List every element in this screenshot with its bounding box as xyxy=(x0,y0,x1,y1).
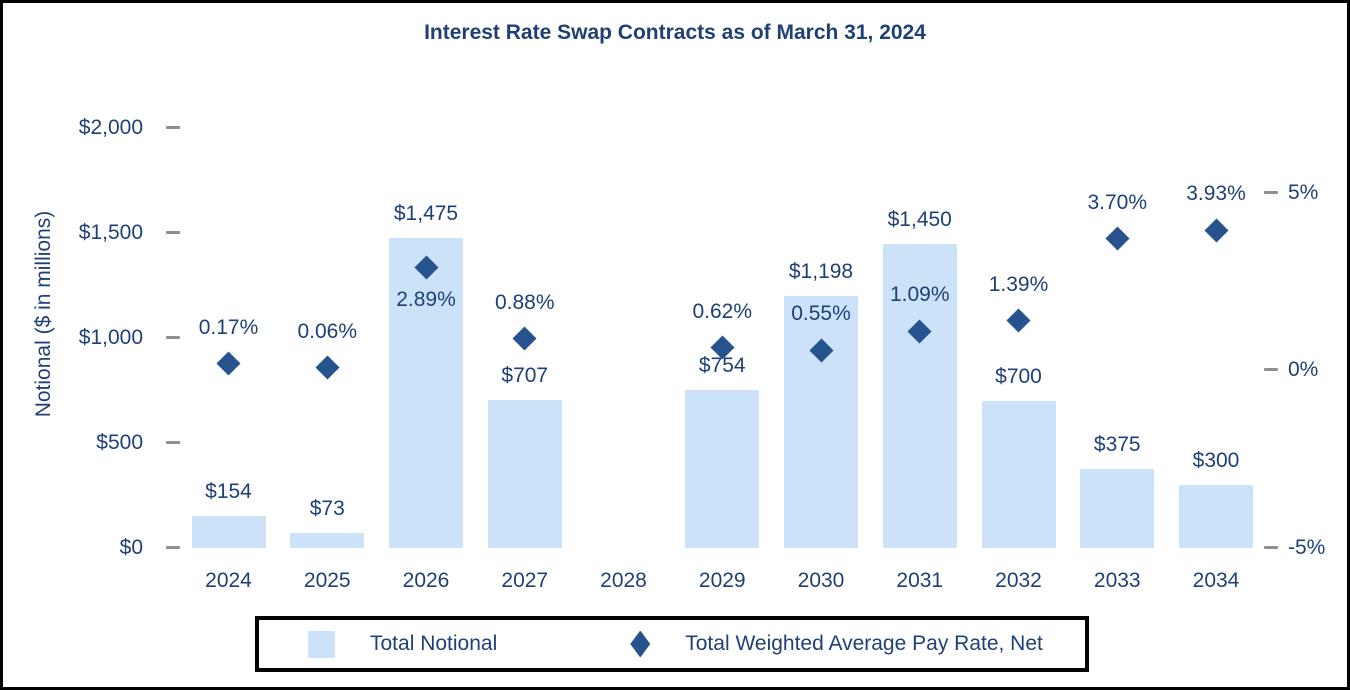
rate-value-label: 0.17% xyxy=(198,315,259,339)
y-axis-title: Notional ($ in millions) xyxy=(32,210,55,418)
x-axis-label: 2033 xyxy=(1093,569,1141,592)
left-axis-tick-mark xyxy=(166,336,180,339)
left-axis-tick-mark xyxy=(166,126,180,129)
right-axis-tick-label: 0% xyxy=(1288,358,1319,381)
bar-value-label: $1,450 xyxy=(887,207,952,231)
bar-value-label: $700 xyxy=(995,365,1042,388)
chart-title: Interest Rate Swap Contracts as of March… xyxy=(424,21,926,44)
bar-value-label: $754 xyxy=(698,353,746,377)
legend-item-total-notional: Total Notional xyxy=(308,630,498,658)
bar xyxy=(784,296,858,548)
bar xyxy=(1080,469,1155,548)
x-axis-label: 2032 xyxy=(995,569,1042,592)
rate-value-label: 0.88% xyxy=(494,290,555,314)
rate-value-label: 1.09% xyxy=(889,283,950,307)
bar xyxy=(191,515,266,548)
rate-value-label: 2.89% xyxy=(396,288,456,312)
right-axis-tick-mark xyxy=(1264,545,1278,549)
left-axis-tick-label: $1,000 xyxy=(78,326,143,349)
right-axis-tick-mark xyxy=(1264,368,1278,371)
left-axis-tick-label: $0 xyxy=(119,536,143,559)
left-axis-tick-label: $500 xyxy=(96,431,143,454)
bar xyxy=(1179,485,1253,548)
rate-marker xyxy=(512,326,537,351)
right-axis-tick-label: 5% xyxy=(1288,180,1319,204)
bar xyxy=(389,238,463,548)
rate-value-label: 0.62% xyxy=(692,299,753,323)
bar xyxy=(882,243,957,548)
right-axis-tick-label: -5% xyxy=(1288,535,1326,559)
left-axis-tick-label: $2,000 xyxy=(78,116,143,139)
legend-item-pay-rate: Total Weighted Average Pay Rate, Net xyxy=(630,630,1043,658)
bar-value-label: $1,198 xyxy=(788,260,854,284)
x-axis-label: 2025 xyxy=(303,569,351,592)
bar-value-label: $73 xyxy=(309,496,345,520)
rate-value-label: 0.55% xyxy=(791,302,851,326)
diamond-icon xyxy=(630,630,651,658)
bar xyxy=(981,401,1056,548)
bar xyxy=(685,389,760,548)
right-axis-tick-mark xyxy=(1264,190,1278,194)
rate-marker xyxy=(216,351,241,376)
bar-value-label: $300 xyxy=(1192,449,1240,472)
legend: Total Notional Total Weighted Average Pa… xyxy=(255,616,1089,672)
rate-value-label: 3.93% xyxy=(1186,182,1246,206)
rate-value-label: 0.06% xyxy=(297,319,358,343)
left-axis-tick-label: $1,500 xyxy=(78,221,143,244)
x-axis-label: 2028 xyxy=(600,569,647,592)
bar-value-label: $375 xyxy=(1093,433,1141,457)
rate-marker xyxy=(1203,218,1229,243)
legend-label-pay-rate: Total Weighted Average Pay Rate, Net xyxy=(685,632,1043,655)
bar xyxy=(487,399,562,548)
left-axis-tick-mark xyxy=(166,231,180,234)
legend-label-total-notional: Total Notional xyxy=(370,632,498,655)
left-axis-tick-mark xyxy=(166,546,180,549)
bar-value-label: $1,475 xyxy=(393,202,459,226)
bar-value-label: $154 xyxy=(205,479,252,503)
x-axis-label: 2034 xyxy=(1192,569,1240,592)
x-axis-label: 2027 xyxy=(501,569,549,592)
left-axis-tick-mark xyxy=(166,441,180,444)
x-axis-label: 2029 xyxy=(698,569,746,592)
rate-marker xyxy=(315,355,340,380)
rate-value-label: 1.39% xyxy=(988,272,1049,296)
rate-value-label: 3.70% xyxy=(1087,190,1148,214)
bar xyxy=(290,532,365,548)
bar-value-label: $707 xyxy=(501,363,549,387)
rate-marker xyxy=(1006,308,1031,333)
rate-marker xyxy=(1105,226,1130,251)
x-axis-label: 2026 xyxy=(402,569,450,592)
x-axis-label: 2031 xyxy=(896,569,944,592)
bar-swatch-icon xyxy=(308,630,335,658)
x-axis-label: 2030 xyxy=(797,569,845,592)
x-axis-label: 2024 xyxy=(205,569,252,592)
